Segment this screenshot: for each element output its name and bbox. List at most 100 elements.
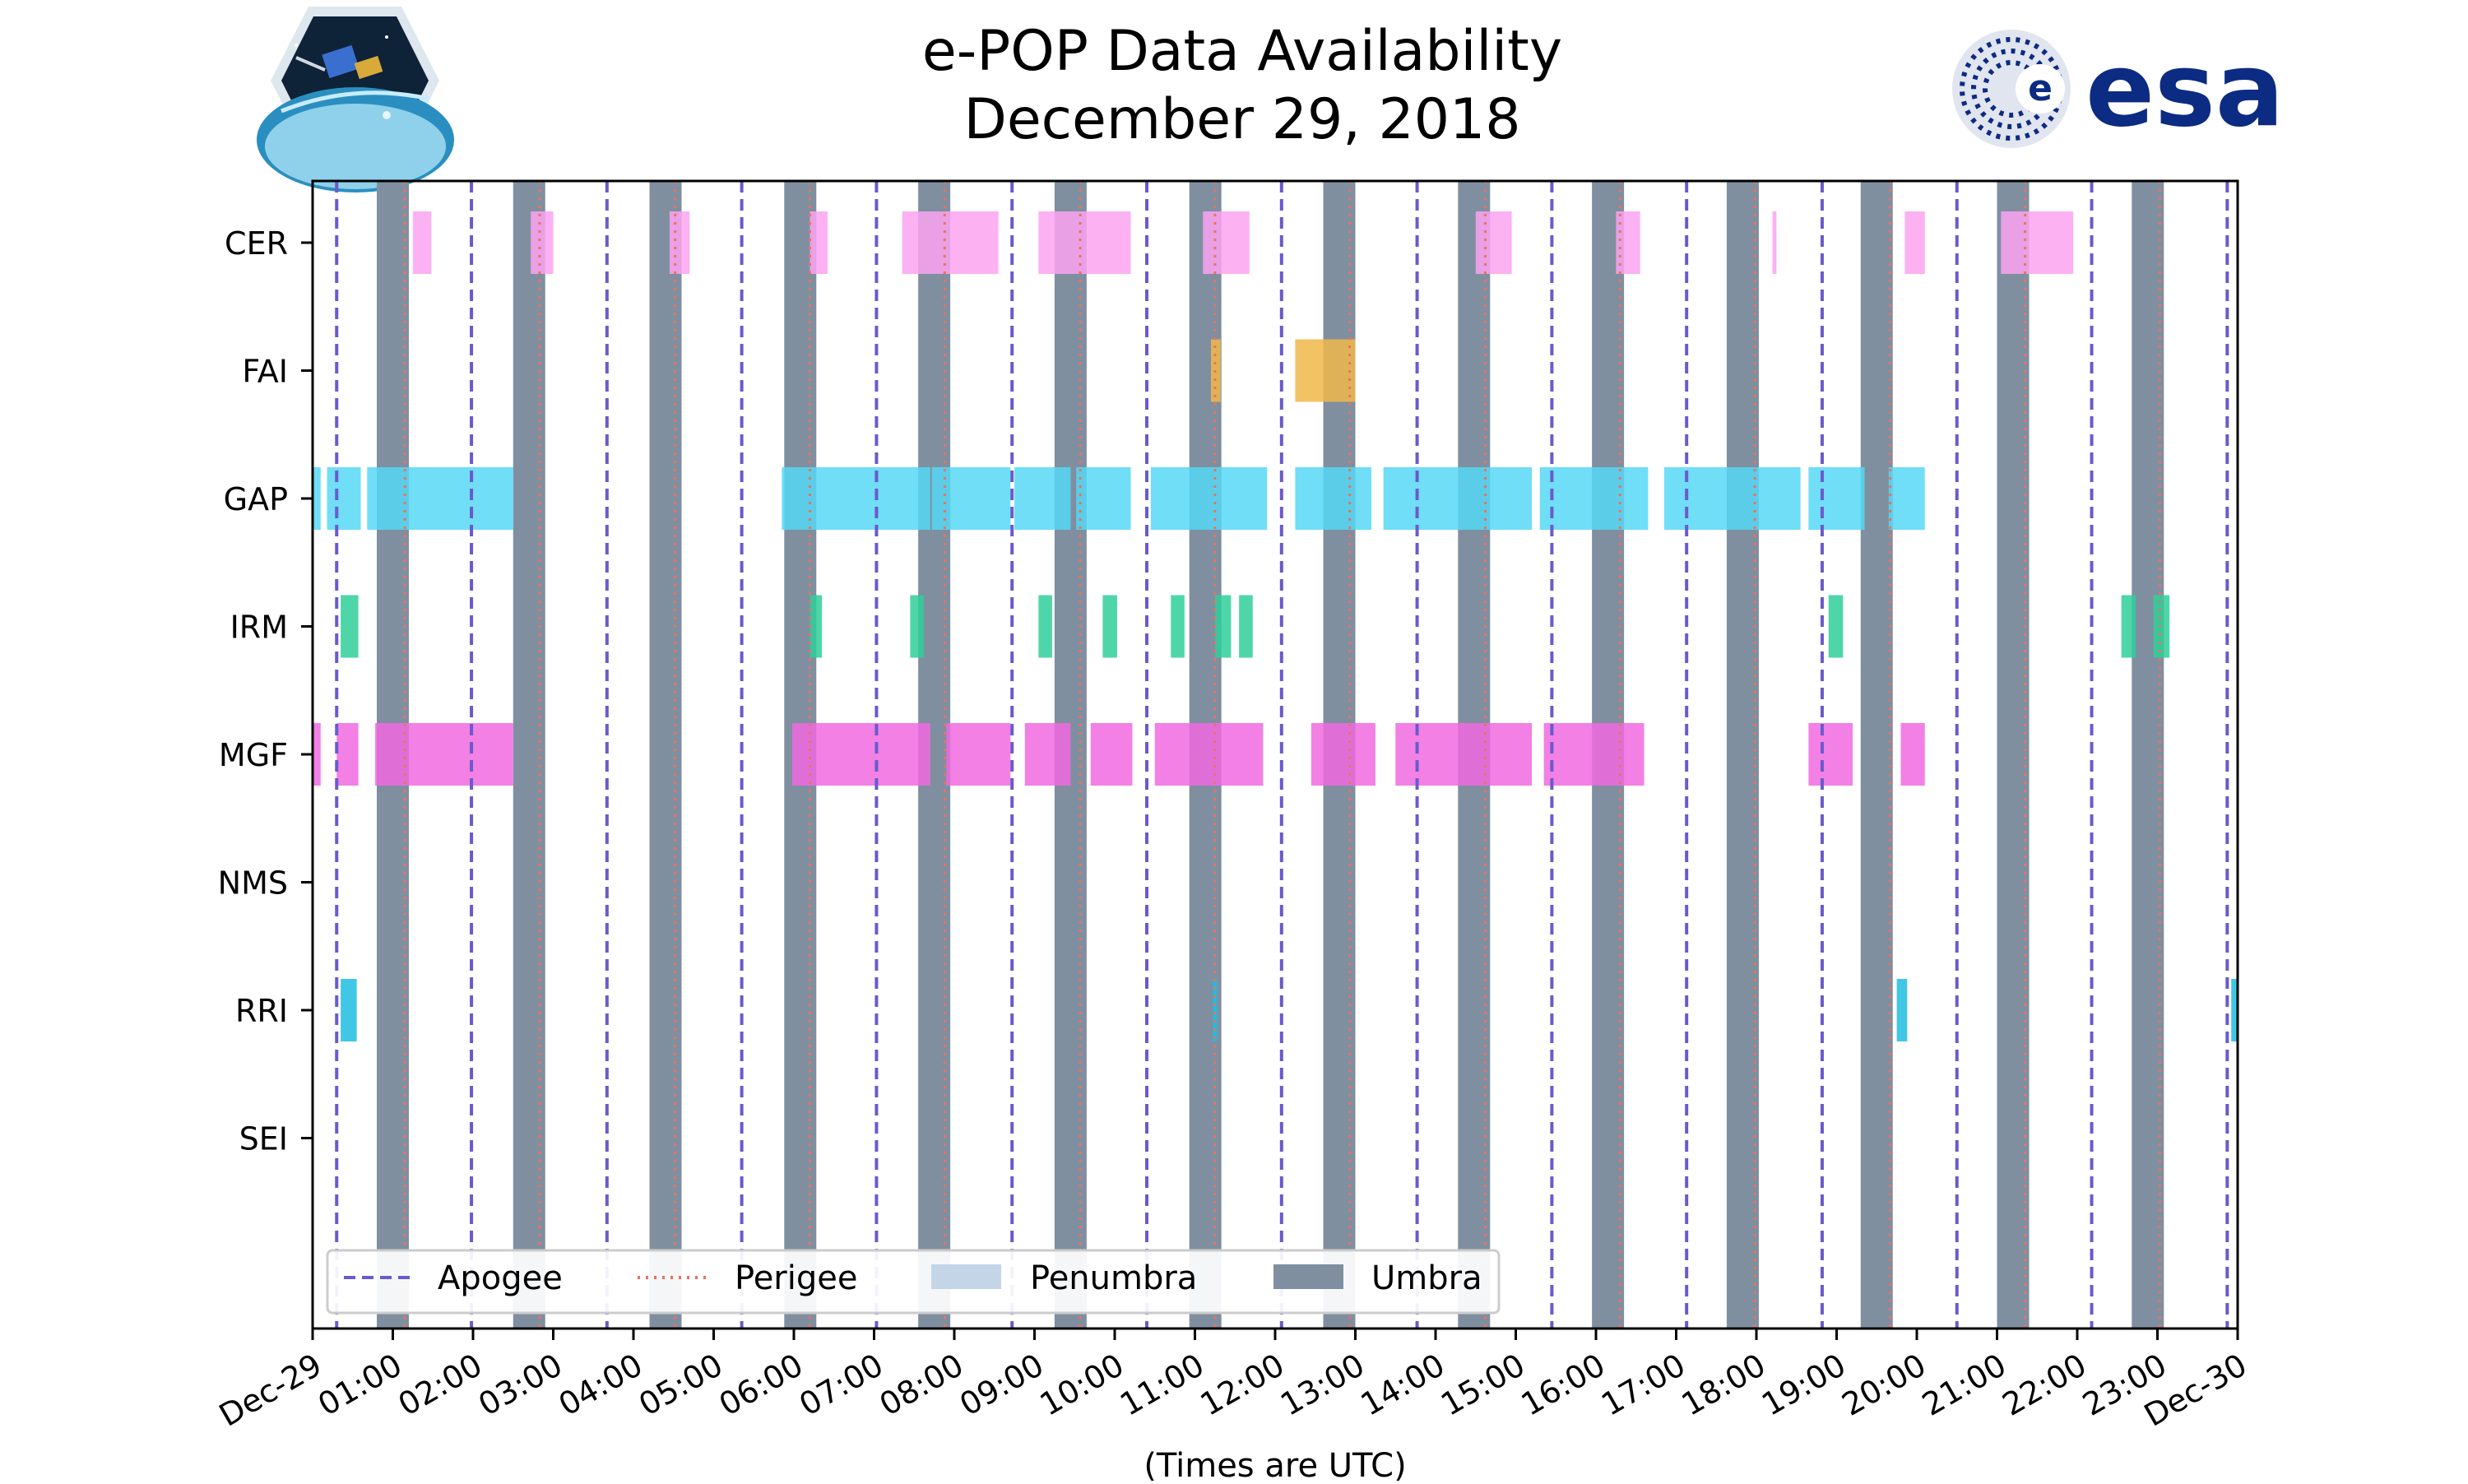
mgf-bar-1 (313, 723, 321, 786)
umbra-bands (377, 181, 2164, 1329)
x-axis: Dec-2901:0002:0003:0004:0005:0006:0007:0… (213, 1329, 2253, 1434)
x-label-4: 03:00 (472, 1347, 568, 1423)
cer-bar-11 (1904, 211, 1925, 274)
legend-apogee-label: Apogee (438, 1259, 563, 1297)
fai-bar-2 (1295, 339, 1356, 402)
gap-bar-2 (327, 467, 361, 530)
cer-bar-5 (902, 211, 999, 274)
x-label-16: 15:00 (1435, 1347, 1531, 1423)
x-label-17: 16:00 (1515, 1347, 1612, 1423)
legend-perigee-label: Perigee (735, 1259, 857, 1297)
x-label-1: Dec-29 (213, 1347, 327, 1434)
legend: Apogee Perigee Penumbra Umbra (326, 1249, 1501, 1315)
x-label-23: 22:00 (1997, 1347, 2093, 1423)
mgf-bar-4 (792, 723, 930, 786)
cer-bar-6 (1038, 211, 1131, 274)
cer-bar-12 (2001, 211, 2074, 274)
irm-bar-10 (2121, 595, 2136, 658)
gap-bar-4 (782, 467, 930, 530)
gap-bar-6 (1014, 467, 1071, 530)
legend-penumbra-label: Penumbra (1030, 1259, 1197, 1297)
mgf-bar-13 (1900, 723, 1925, 786)
x-label-20: 19:00 (1756, 1347, 1852, 1423)
x-label-3: 02:00 (392, 1347, 489, 1423)
instrument-bars (313, 211, 2238, 1041)
x-label-11: 10:00 (1034, 1347, 1130, 1423)
gap-bar-3 (367, 467, 513, 530)
gap-bar-14 (1888, 467, 1925, 530)
gap-bar-7 (1076, 467, 1131, 530)
rri-bar-3 (1896, 979, 1908, 1041)
chart-title-line1: e-POP Data Availability (922, 19, 1562, 84)
cer-bar-3 (669, 211, 690, 274)
mgf-bar-6 (1024, 723, 1071, 786)
irm-bar-1 (341, 595, 359, 658)
umbra-band-2 (513, 181, 545, 1329)
cer-bar-2 (531, 211, 554, 274)
umbra-band-12 (1860, 181, 1893, 1329)
x-label-7: 06:00 (713, 1347, 810, 1423)
x-label-15: 14:00 (1355, 1347, 1451, 1423)
y-label-irm: IRM (230, 610, 288, 646)
cer-bar-4 (810, 211, 828, 274)
y-label-gap: GAP (224, 481, 288, 517)
rri-bar-2 (1212, 979, 1218, 1041)
cassiope-logo (257, 7, 454, 192)
cer-bar-1 (412, 211, 432, 274)
x-label-6: 05:00 (633, 1347, 729, 1423)
gap-bar-10 (1383, 467, 1532, 530)
x-label-21: 20:00 (1836, 1347, 1932, 1423)
x-label-19: 18:00 (1676, 1347, 1772, 1423)
legend-box (326, 1249, 1501, 1315)
gap-bar-13 (1808, 467, 1865, 530)
irm-bar-4 (1038, 595, 1052, 658)
y-label-fai: FAI (242, 354, 288, 390)
mgf-bar-2 (336, 723, 359, 786)
y-label-cer: CER (225, 225, 288, 262)
umbra-band-3 (649, 181, 682, 1329)
x-label-12: 11:00 (1114, 1347, 1210, 1423)
mgf-bar-8 (1154, 723, 1264, 786)
rri-bar-1 (341, 979, 357, 1041)
irm-bar-7 (1214, 595, 1232, 658)
gap-bar-1 (313, 467, 321, 530)
y-label-mgf: MGF (219, 737, 288, 773)
mgf-bar-5 (946, 723, 1011, 786)
mgf-bar-9 (1311, 723, 1375, 786)
svg-text:e: e (2028, 67, 2053, 109)
cer-bar-10 (1772, 211, 1777, 274)
orbit-lines (335, 181, 2229, 1329)
plot-frame (311, 179, 2239, 1330)
x-label-18: 17:00 (1595, 1347, 1691, 1423)
esa-logo: e esa (1952, 30, 2285, 150)
mgf-bar-11 (1543, 723, 1645, 786)
irm-bar-2 (810, 595, 823, 658)
irm-bar-9 (1828, 595, 1844, 658)
gap-bar-8 (1150, 467, 1268, 530)
irm-bar-3 (910, 595, 924, 658)
legend-penumbra-swatch (931, 1264, 1001, 1289)
x-label-8: 07:00 (793, 1347, 889, 1423)
irm-bar-11 (2153, 595, 2170, 658)
legend-umbra-swatch (1273, 1264, 1343, 1289)
x-label-14: 13:00 (1274, 1347, 1371, 1423)
y-label-sei: SEI (239, 1121, 288, 1157)
umbra-band-14 (2132, 181, 2164, 1329)
umbra-band-11 (1726, 181, 1759, 1329)
mgf-bar-7 (1090, 723, 1133, 786)
x-label-5: 04:00 (553, 1347, 649, 1423)
irm-bar-6 (1171, 595, 1185, 658)
gap-bar-11 (1539, 467, 1649, 530)
irm-bar-5 (1102, 595, 1117, 658)
legend-umbra-label: Umbra (1371, 1259, 1482, 1297)
x-label-22: 21:00 (1916, 1347, 2012, 1423)
mgf-bar-3 (375, 723, 513, 786)
y-label-rri: RRI (235, 993, 288, 1029)
y-label-nms: NMS (218, 865, 288, 902)
umbra-band-13 (1997, 181, 2030, 1329)
y-axis: CER FAI GAP IRM MGF NMS RRI SEI (218, 225, 313, 1157)
irm-bar-8 (1239, 595, 1253, 658)
x-label-13: 12:00 (1195, 1347, 1291, 1423)
